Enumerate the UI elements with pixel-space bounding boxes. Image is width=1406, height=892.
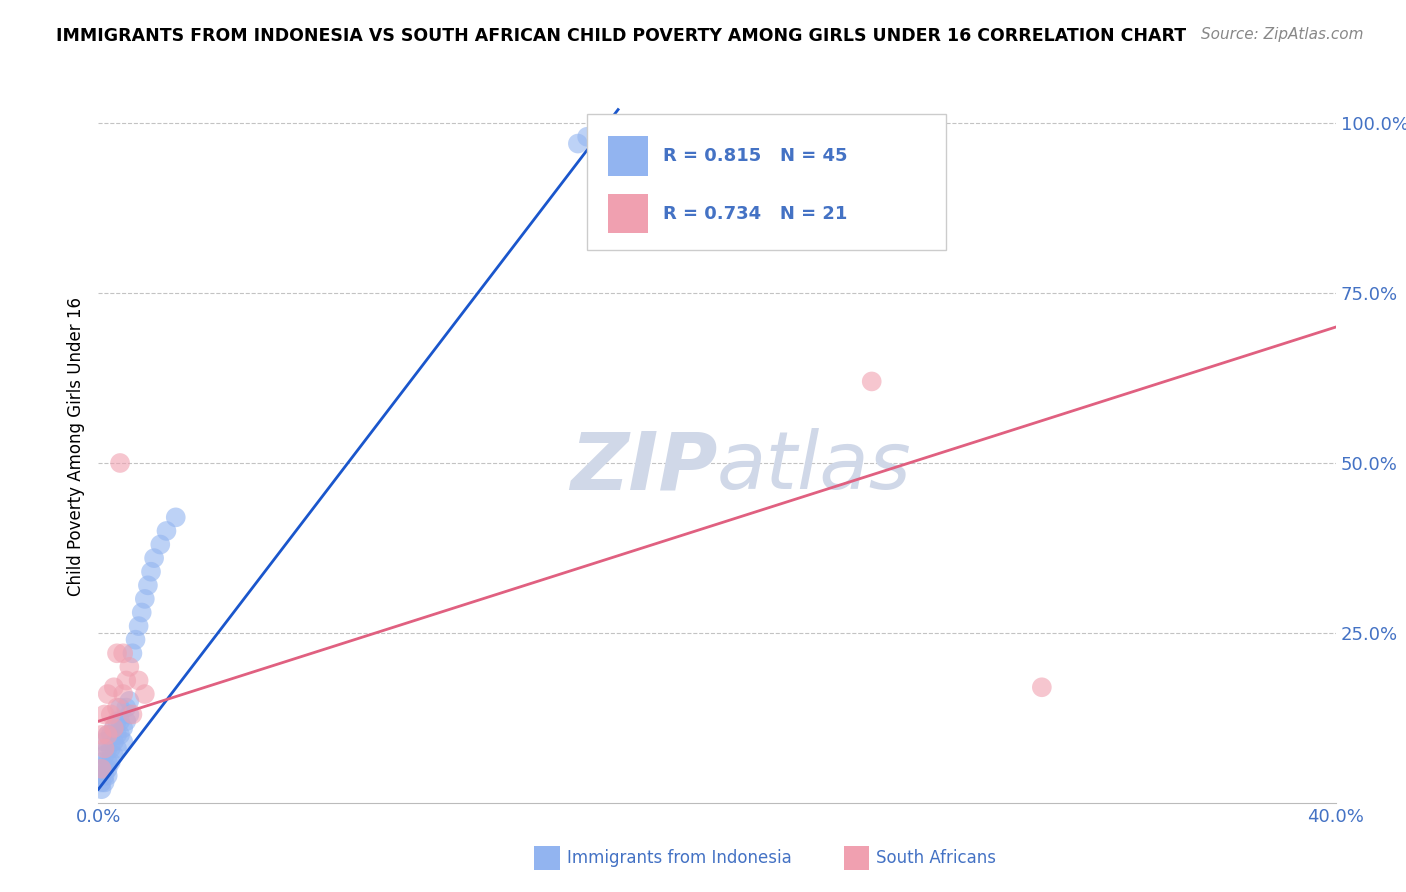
Point (93, 748, 115, 763)
Point (97, 769, 120, 783)
Point (105, 714, 128, 729)
Point (103, 734, 125, 748)
Point (115, 700, 138, 714)
Point (103, 721, 125, 735)
Point (100, 728, 122, 742)
Point (112, 687, 135, 701)
Text: Source: ZipAtlas.com: Source: ZipAtlas.com (1201, 27, 1364, 42)
Point (567, 136, 589, 151)
Y-axis label: Child Poverty Among Girls Under 16: Child Poverty Among Girls Under 16 (66, 296, 84, 596)
Point (93, 707, 115, 722)
Point (165, 510, 187, 524)
Point (155, 524, 177, 538)
FancyBboxPatch shape (609, 136, 648, 176)
Point (576, 129, 599, 144)
FancyBboxPatch shape (609, 194, 648, 234)
Point (118, 694, 141, 708)
Point (97, 762, 120, 776)
Text: IMMIGRANTS FROM INDONESIA VS SOUTH AFRICAN CHILD POVERTY AMONG GIRLS UNDER 16 CO: IMMIGRANTS FROM INDONESIA VS SOUTH AFRIC… (56, 27, 1187, 45)
Point (90, 782, 112, 797)
Text: atlas: atlas (717, 428, 912, 507)
Point (93, 769, 115, 783)
Point (112, 646, 135, 660)
Point (97, 728, 120, 742)
Point (105, 741, 128, 756)
Point (131, 606, 153, 620)
Point (103, 680, 125, 694)
Point (90, 769, 112, 783)
Point (139, 565, 162, 579)
Point (149, 537, 172, 551)
Point (118, 660, 141, 674)
Point (124, 632, 146, 647)
Point (128, 673, 150, 688)
Point (136, 578, 159, 592)
Point (100, 741, 122, 756)
Point (103, 748, 125, 763)
Text: R = 0.815   N = 45: R = 0.815 N = 45 (662, 147, 848, 165)
Text: ZIP: ZIP (569, 428, 717, 507)
Point (105, 646, 128, 660)
Point (108, 728, 131, 742)
FancyBboxPatch shape (588, 114, 946, 250)
Point (100, 755, 122, 769)
Point (97, 741, 120, 756)
Point (97, 687, 120, 701)
Text: Immigrants from Indonesia: Immigrants from Indonesia (567, 848, 792, 867)
Point (105, 728, 128, 742)
Text: South Africans: South Africans (876, 848, 995, 867)
Point (93, 775, 115, 789)
Point (115, 714, 138, 729)
Point (860, 375, 883, 389)
Point (93, 741, 115, 756)
Point (103, 721, 125, 735)
Point (90, 755, 112, 769)
Point (90, 728, 112, 742)
Point (105, 700, 128, 714)
Point (90, 775, 112, 789)
Point (93, 762, 115, 776)
Point (112, 734, 135, 748)
Point (97, 755, 120, 769)
Point (115, 673, 138, 688)
Point (1031, 680, 1053, 694)
Point (108, 456, 131, 470)
Point (134, 687, 156, 701)
Point (108, 714, 131, 729)
Point (134, 591, 156, 606)
Point (112, 721, 135, 735)
Point (143, 551, 166, 566)
Point (108, 700, 131, 714)
Point (128, 619, 150, 633)
Point (118, 707, 141, 722)
Point (93, 734, 115, 748)
Point (90, 762, 112, 776)
Point (97, 728, 120, 742)
Text: R = 0.734   N = 21: R = 0.734 N = 21 (662, 205, 846, 223)
Point (121, 646, 143, 660)
Point (121, 707, 143, 722)
Point (100, 707, 122, 722)
